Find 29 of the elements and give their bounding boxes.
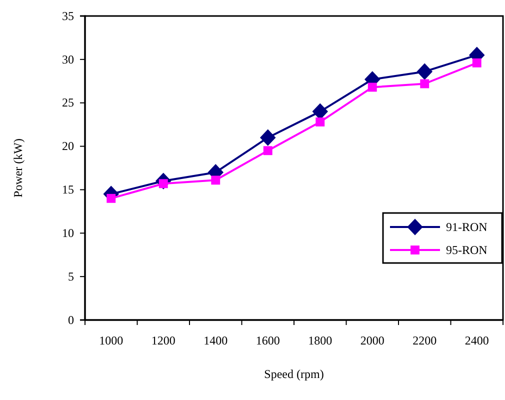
y-tick-label: 25 xyxy=(62,96,74,110)
point xyxy=(368,82,377,92)
point xyxy=(472,58,482,68)
point xyxy=(260,129,276,146)
y-tick-label: 0 xyxy=(68,312,74,327)
y-axis-title: Power (kW) xyxy=(11,138,25,198)
y-tick-label: 5 xyxy=(68,269,74,284)
y-tick-label: 15 xyxy=(62,182,74,197)
y-tick-label: 10 xyxy=(62,226,74,240)
y-tick-label: 30 xyxy=(62,52,74,66)
x-tick-label: 2400 xyxy=(464,334,489,348)
x-tick-label: 1800 xyxy=(308,334,332,348)
x-tick-label: 2000 xyxy=(360,334,384,348)
point xyxy=(106,194,116,203)
point xyxy=(416,63,433,80)
legend-label: 91-RON xyxy=(446,220,488,234)
x-tick-label: 1000 xyxy=(99,334,124,348)
legend-label: 95-RON xyxy=(446,243,488,257)
x-tick-label: 1200 xyxy=(151,334,176,348)
point xyxy=(316,117,325,126)
x-tick-label: 1600 xyxy=(256,334,280,348)
x-tick-label: 1400 xyxy=(204,334,228,348)
y-tick-label: 20 xyxy=(62,139,74,154)
x-axis-title: Speed (rpm) xyxy=(264,367,324,381)
x-tick-label: 2200 xyxy=(412,334,437,348)
point xyxy=(211,176,220,185)
y-tick-label: 35 xyxy=(62,8,74,23)
point xyxy=(420,79,430,88)
point xyxy=(263,146,272,156)
